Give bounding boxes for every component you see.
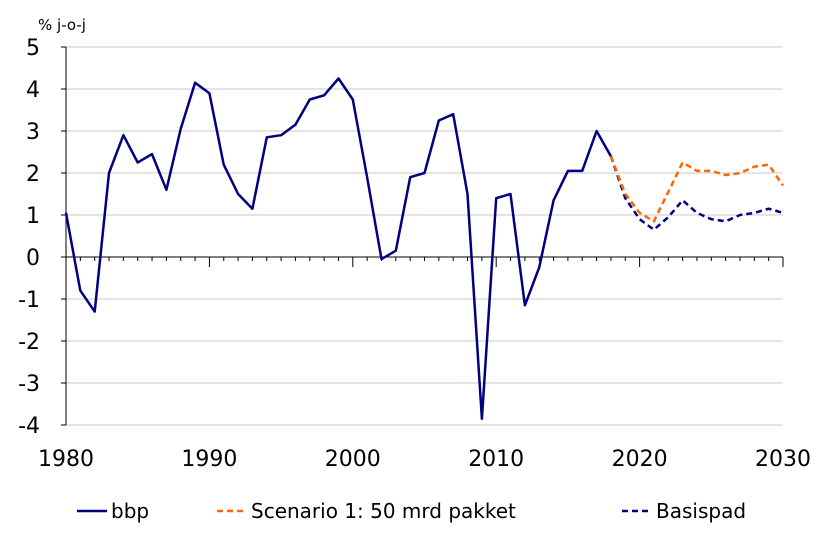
legend: bbp Scenario 1: 50 mrd pakket Basispad — [77, 499, 746, 523]
x-tick-label-2020: 2020 — [612, 447, 668, 472]
x-tick-label-2000: 2000 — [325, 447, 381, 472]
x-tick-label-2010: 2010 — [468, 447, 524, 472]
series-line-1 — [609, 155, 785, 223]
y-tick-label-2: 2 — [26, 162, 40, 187]
y-tick-label-0: 0 — [26, 246, 40, 271]
y-tick-labels: 5 4 3 2 1 0 -1 -2 -3 -4 — [18, 36, 40, 439]
y-unit-label: % j-o-j — [38, 16, 86, 34]
x-tick-label-2030: 2030 — [755, 447, 811, 472]
gridlines — [66, 46, 783, 426]
legend-label-1: Scenario 1: 50 mrd pakket — [251, 499, 516, 523]
y-tick-label--2: -2 — [18, 330, 40, 355]
x-tick-label-1990: 1990 — [181, 447, 237, 472]
x-tick-label-1980: 1980 — [38, 447, 94, 472]
axes — [61, 46, 784, 426]
y-tick-label-5: 5 — [26, 36, 40, 61]
series-lines — [64, 77, 785, 420]
y-tick-label-3: 3 — [26, 120, 40, 145]
y-tick-label--3: -3 — [18, 372, 40, 397]
y-tick-label--4: -4 — [18, 414, 40, 439]
x-tick-labels: 1980 1990 2000 2010 2020 2030 — [38, 447, 811, 472]
series-line-0 — [64, 77, 612, 420]
y-tick-label--1: -1 — [18, 288, 40, 313]
y-tick-label-1: 1 — [26, 204, 40, 229]
y-tick-label-4: 4 — [26, 78, 40, 103]
legend-label-2: Basispad — [656, 499, 746, 523]
legend-label-0: bbp — [111, 499, 149, 523]
